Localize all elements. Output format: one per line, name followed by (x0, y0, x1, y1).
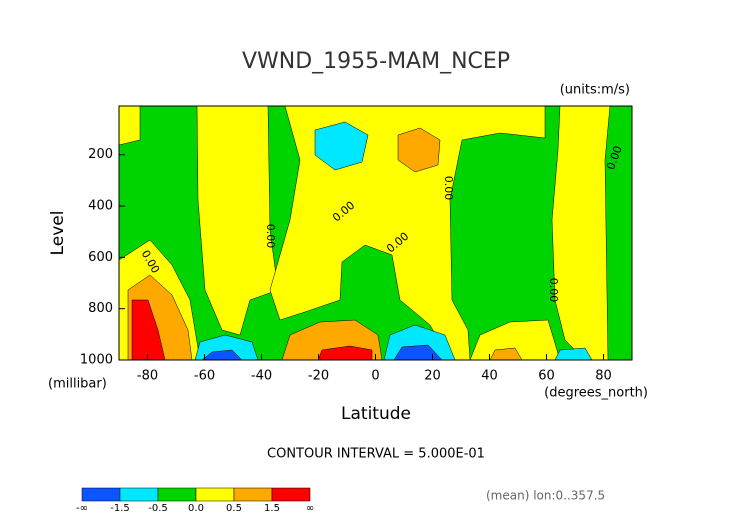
field-region (397, 127, 441, 173)
colorbar-label: 0.0 (188, 503, 204, 514)
colorbar-swatch (81, 487, 121, 502)
contour-field (118, 105, 633, 361)
colorbar-swatch (119, 487, 159, 502)
x-tick-label: 20 (424, 369, 441, 384)
chart-title: VWND_1955-MAM_NCEP (242, 49, 510, 74)
contour-label: 0.00 (264, 224, 277, 249)
x-tick-label: -20 (308, 369, 329, 384)
x-tick-label: -40 (251, 369, 272, 384)
y-tick-label: 400 (88, 199, 113, 214)
y-tick-label: 800 (88, 301, 113, 316)
field-region (196, 105, 279, 336)
field-region (131, 299, 166, 361)
field-region (551, 105, 611, 361)
x-tick-label: -80 (137, 369, 158, 384)
colorbar-swatch (271, 487, 311, 502)
y-tick-label: 1000 (80, 353, 113, 368)
x-units-label: (degrees_north) (544, 386, 648, 401)
field-region (269, 105, 546, 361)
colorbar-label: ∞ (306, 503, 314, 514)
units-label: (units:m/s) (560, 83, 630, 98)
x-tick-label: 40 (481, 369, 498, 384)
x-tick-label: -60 (194, 369, 215, 384)
y-tick-label: 200 (88, 147, 113, 162)
contour-label: 0.00 (547, 278, 560, 303)
colorbar-label: -0.5 (148, 503, 168, 514)
field-region (118, 105, 141, 146)
colorbar-swatch (233, 487, 273, 502)
colorbar-label: -1.5 (110, 503, 130, 514)
x-tick-label: 60 (538, 369, 555, 384)
y-axis-label: Level (48, 211, 68, 256)
colorbar-label: -∞ (76, 503, 88, 514)
field-region (314, 121, 369, 171)
y-units-label: (millibar) (48, 377, 107, 392)
y-tick-label: 600 (88, 250, 113, 265)
colorbar-swatch (195, 487, 235, 502)
colorbar-swatch (157, 487, 197, 502)
x-tick-label: 80 (595, 369, 612, 384)
colorbar-label: 1.5 (264, 503, 280, 514)
contour-interval: CONTOUR INTERVAL = 5.000E-01 (267, 447, 485, 462)
footnote: (mean) lon:0..357.5 (486, 489, 605, 503)
colorbar-label: 0.5 (226, 503, 242, 514)
x-tick-label: 0 (371, 369, 379, 384)
contour-label: 0.00 (442, 176, 455, 201)
x-axis-label: Latitude (341, 404, 411, 424)
